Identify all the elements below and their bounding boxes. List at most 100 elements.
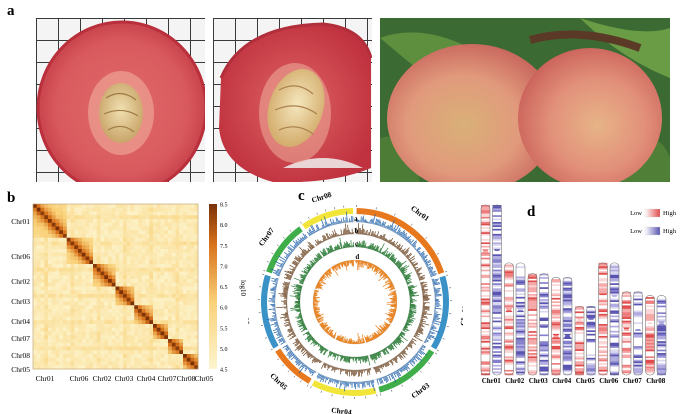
colorbar-tick-label: 8.0 <box>220 223 228 229</box>
ideogram-band <box>492 356 502 359</box>
heatmap-cell <box>115 301 120 306</box>
heatmap-cell <box>48 282 53 287</box>
heatmap-cell <box>66 361 71 366</box>
heatmap-cell <box>126 357 131 362</box>
heatmap-cell <box>126 312 131 317</box>
ideogram-band <box>492 239 502 241</box>
heatmap-cell <box>40 305 45 310</box>
heatmap-cell <box>93 245 98 250</box>
ideogram-band <box>610 310 619 313</box>
heatmap-cell <box>44 237 49 242</box>
heatmap-cell <box>104 267 109 272</box>
heatmap-cell <box>89 320 94 325</box>
ideogram-band <box>657 322 666 325</box>
ideogram-band <box>492 344 502 347</box>
heatmap-cell <box>89 316 94 321</box>
circos-track-bars <box>384 289 398 324</box>
heatmap-cell <box>40 312 45 317</box>
ideogram-band <box>492 313 502 316</box>
ideogram-band <box>657 349 666 352</box>
ideogram-band <box>516 303 525 306</box>
heatmap-cell <box>145 365 150 370</box>
heatmap-cell <box>160 350 165 355</box>
ideogram-band <box>481 342 490 345</box>
ideogram-band <box>563 371 572 374</box>
ideogram-band <box>598 290 608 292</box>
circos-chromosome-label: Chr04 <box>331 405 353 414</box>
heatmap-cell <box>78 264 83 269</box>
ideogram-band <box>598 334 608 337</box>
heatmap-cell <box>160 230 165 235</box>
heatmap-cell <box>100 335 105 340</box>
heatmap-cell <box>194 215 199 220</box>
heatmap-cell <box>104 211 109 216</box>
heatmap-cell <box>51 320 56 325</box>
heatmap-cell <box>40 252 45 257</box>
heatmap-cell <box>160 245 165 250</box>
heatmap-cell <box>145 222 150 227</box>
heatmap-cell <box>119 279 124 284</box>
heatmap-cell <box>190 237 195 242</box>
heatmap-cell <box>100 204 105 209</box>
ideogram-band <box>551 354 561 357</box>
heatmap-cell <box>190 241 195 246</box>
heatmap-cell <box>81 260 86 265</box>
heatmap-cell <box>100 290 105 295</box>
ideogram-band <box>645 352 655 355</box>
ideogram-chromosome-outline <box>609 262 620 376</box>
heatmap-cell <box>171 252 176 257</box>
heatmap-cell <box>119 245 124 250</box>
heatmap-cell <box>85 282 90 287</box>
ideogram-band <box>492 298 502 301</box>
circos-chromosome-label: Chr05 <box>268 371 289 392</box>
ideogram-band <box>528 299 537 301</box>
heatmap-cell <box>33 275 38 280</box>
heatmap-cell <box>33 226 38 231</box>
circos-chromosome-label: Chr08 <box>310 190 332 205</box>
heatmap-cell <box>70 204 75 209</box>
ideogram-band <box>492 208 502 211</box>
heatmap-cell <box>186 335 191 340</box>
ideogram-band <box>528 354 537 357</box>
ideogram-band <box>610 313 619 316</box>
circos-tick <box>442 338 445 340</box>
ideogram-band <box>492 267 502 270</box>
ideogram-band <box>657 312 666 315</box>
heatmap-cell <box>130 290 135 295</box>
heatmap-cell <box>55 316 60 321</box>
ideogram-band <box>528 331 537 334</box>
ideogram-band <box>598 273 608 275</box>
heatmap-cell <box>119 324 124 329</box>
heatmap-cell <box>81 286 86 291</box>
heatmap-cell <box>126 342 131 347</box>
heatmap-cell <box>119 237 124 242</box>
heatmap-cell <box>85 346 90 351</box>
heatmap-cell <box>134 331 139 336</box>
heatmap-cell <box>59 327 64 332</box>
ideogram-band <box>528 282 537 285</box>
heatmap-cell <box>59 290 64 295</box>
ideogram-band <box>492 210 502 212</box>
ideogram-band <box>633 341 643 343</box>
heatmap-cell <box>70 316 75 321</box>
heatmap-x-label: Chr08 <box>177 374 196 383</box>
heatmap-cell <box>175 211 180 216</box>
heatmap-cell <box>130 301 135 306</box>
ideogram-centromere <box>575 317 584 324</box>
ideogram-band <box>539 373 549 376</box>
heatmap-cell <box>36 309 41 314</box>
heatmap-cell <box>130 335 135 340</box>
heatmap-cell <box>183 312 188 317</box>
ideogram-band <box>481 208 490 211</box>
ideogram-band <box>598 327 608 330</box>
heatmap-cell <box>134 234 139 239</box>
heatmap-cell <box>104 279 109 284</box>
ideogram-band <box>622 371 631 374</box>
ideogram-band <box>586 309 596 312</box>
ideogram-band <box>610 264 619 267</box>
ideogram-band <box>481 249 490 252</box>
heatmap-cell <box>74 215 79 220</box>
heatmap-cell <box>194 230 199 235</box>
ideogram-band <box>492 206 502 209</box>
heatmap-cell <box>59 207 64 212</box>
